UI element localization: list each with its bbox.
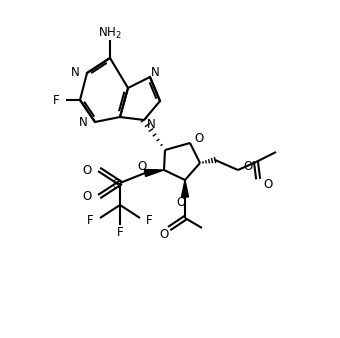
Text: O: O [194, 131, 203, 145]
Polygon shape [144, 170, 164, 176]
Text: O: O [159, 227, 169, 241]
Text: N: N [71, 67, 80, 79]
Polygon shape [182, 180, 188, 197]
Text: O: O [83, 164, 92, 176]
Text: F: F [87, 214, 94, 226]
Text: F: F [117, 225, 123, 239]
Text: F: F [146, 214, 153, 226]
Text: O: O [243, 160, 252, 172]
Text: O: O [176, 196, 186, 210]
Text: N: N [151, 66, 160, 78]
Text: F: F [52, 94, 59, 106]
Text: O: O [137, 161, 147, 173]
Text: O: O [263, 177, 272, 191]
Text: N: N [147, 119, 156, 131]
Text: N: N [79, 117, 88, 129]
Text: NH$_2$: NH$_2$ [98, 25, 122, 41]
Text: S: S [112, 177, 120, 191]
Text: O: O [83, 190, 92, 202]
